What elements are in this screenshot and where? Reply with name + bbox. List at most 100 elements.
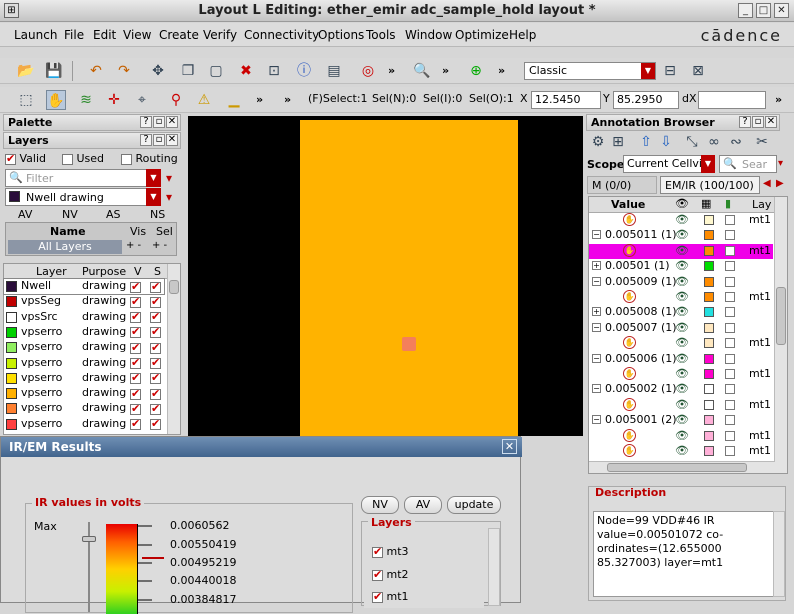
layer-selectable-checkbox[interactable] [150,280,161,293]
layer-selectable-checkbox[interactable] [150,402,161,415]
eye-icon[interactable]: 👁 [675,428,689,442]
layer-visible-checkbox[interactable] [130,280,141,293]
layer-selectable-checkbox[interactable] [150,341,161,354]
chevron-down-icon[interactable]: ▼ [146,188,161,206]
annotation-leaf-row[interactable]: ✋ 👁 mt1 [589,428,773,444]
layer-visible-checkbox[interactable] [130,402,141,415]
add-icon[interactable]: ⊕ [470,63,482,79]
redo-icon[interactable]: ↷ [118,63,130,79]
annotation-color-swatch[interactable] [704,353,714,364]
layer-selectable-checkbox[interactable] [150,295,161,308]
annotation-display-checkbox[interactable] [725,322,735,333]
close-icon[interactable]: ✕ [166,134,178,146]
annotation-group-row[interactable]: −0.005002 (1) 👁 [589,382,773,397]
annotation-display-checkbox[interactable] [725,353,735,364]
annotation-color-swatch[interactable] [704,261,714,272]
close-icon[interactable]: ✕ [774,3,789,18]
expand-icon[interactable]: − [592,353,601,363]
close-icon[interactable]: ✕ [502,439,517,454]
layer-visible-checkbox[interactable] [130,417,141,431]
annotation-display-checkbox[interactable] [725,215,735,225]
y-coordinate-field[interactable]: 85.2950 [613,91,679,109]
annotation-color-swatch[interactable] [704,399,714,410]
tab-emir[interactable]: EM/IR (100/100) [660,176,760,194]
annotation-display-checkbox[interactable] [725,276,735,287]
current-layer-combo[interactable]: Nwell drawing [5,188,161,206]
stretch-icon[interactable]: ▢ [209,63,223,79]
minimize-icon[interactable]: _ [738,3,753,18]
eye-icon[interactable]: 👁 [675,274,689,288]
toolbar-overflow-icon[interactable]: » [442,64,450,77]
close-icon[interactable]: ✕ [765,116,777,128]
workspace-delete-icon[interactable]: ⊠ [692,63,704,79]
routing-filter[interactable]: Routing [121,152,178,165]
annotation-leaf-row[interactable]: ✋ 👁 mt1 [589,367,773,382]
all-layers-row[interactable]: All Layers [8,240,122,254]
layer-visible-checkbox[interactable] [130,341,141,354]
annotation-color-swatch[interactable] [704,369,714,379]
layer-toggle-mt3[interactable]: mt3 [372,545,409,558]
layer-selectable-checkbox[interactable] [150,325,161,339]
description-scrollbar[interactable] [773,511,785,597]
annotation-leaf-row[interactable]: ✋ 👁 mt1 [589,397,773,413]
used-checkbox[interactable] [62,153,73,165]
eye-icon[interactable]: 👁 [675,413,689,427]
mt3-checkbox[interactable] [372,545,383,558]
layer-row[interactable]: vpserro drawing [4,340,180,355]
annotation-display-checkbox[interactable] [725,307,735,318]
annotation-display-checkbox[interactable] [725,369,735,379]
layer-row[interactable]: vpsSrc drawing [4,310,180,325]
scope-combo[interactable]: Current Cellvie [623,155,715,173]
layer-selectable-checkbox[interactable] [150,356,161,369]
mt2-checkbox[interactable] [372,568,383,581]
layer-visible-checkbox[interactable] [130,356,141,369]
dx-field[interactable] [698,91,766,109]
ir-marker[interactable] [402,337,416,351]
menu-connectivity[interactable]: Connectivity [244,28,320,42]
annotation-display-checkbox[interactable] [725,338,735,349]
annotation-group-row[interactable]: −0.005011 (1) 👁 [589,228,773,243]
annotation-color-swatch[interactable] [704,415,714,426]
annotation-hscrollbar[interactable] [589,461,775,473]
slider-track[interactable] [88,522,90,612]
unlink-icon[interactable]: ∾ [730,134,742,150]
annotation-display-checkbox[interactable] [725,430,735,441]
update-button[interactable]: update [447,496,501,514]
tab-scroll-right-icon[interactable]: ▶ [776,178,784,189]
expand-icon[interactable]: − [592,415,601,425]
annotation-display-checkbox[interactable] [725,230,735,241]
eye-icon[interactable]: 👁 [675,290,689,303]
routing-checkbox[interactable] [121,153,132,165]
annotation-scrollbar[interactable] [774,197,787,473]
layer-filter-input[interactable]: 🔍 Filter [5,169,161,187]
menu-verify[interactable]: Verify [203,28,238,42]
annotation-display-checkbox[interactable] [725,245,735,256]
target-icon[interactable]: ◎ [361,63,375,79]
float-icon[interactable]: ▫ [752,116,764,128]
annotation-display-checkbox[interactable] [725,261,735,272]
layer-row[interactable]: vpserro drawing [4,417,180,432]
ruler-icon[interactable]: ▁ [228,92,240,108]
expand-icon[interactable]: − [592,230,601,240]
layer-selectable-checkbox[interactable] [150,371,161,385]
layer-visible-checkbox[interactable] [130,295,141,308]
menu-create[interactable]: Create [159,28,199,42]
align-icon[interactable]: ▤ [327,63,341,79]
menu-view[interactable]: View [123,28,152,42]
layer-visible-checkbox[interactable] [130,387,141,400]
layer-row[interactable]: vpserro drawing [4,356,180,371]
menu-optimize[interactable]: Optimize [455,28,509,42]
expand-icon[interactable]: − [592,276,601,286]
eye-icon[interactable]: 👁 [675,259,689,273]
annotation-group-row[interactable]: +0.005008 (1) 👁 [589,305,773,320]
help-icon[interactable]: ? [140,116,152,128]
annotation-group-row[interactable]: −0.005007 (1) 👁 [589,321,773,336]
layer-row[interactable]: vpsSeg drawing [4,294,180,309]
menu-options[interactable]: Options [318,28,365,42]
nv-button[interactable]: NV [361,496,399,514]
layer-row[interactable]: vpserro drawing [4,386,180,401]
eye-icon[interactable]: 👁 [675,243,689,257]
annotation-group-row[interactable]: −0.005006 (1) 👁 [589,352,773,367]
annotation-display-checkbox[interactable] [725,384,735,395]
chevron-down-icon[interactable]: ▼ [641,63,655,79]
